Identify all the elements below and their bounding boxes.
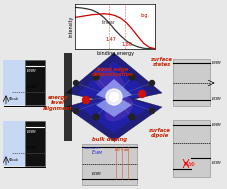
Circle shape	[128, 114, 134, 120]
Circle shape	[149, 81, 154, 85]
Text: $\Phi_{sub}$: $\Phi_{sub}$	[8, 96, 19, 103]
Bar	[82, 144, 136, 185]
Text: log.: log.	[140, 13, 149, 18]
Polygon shape	[78, 61, 149, 133]
Y-axis label: intensity: intensity	[69, 16, 74, 37]
Ellipse shape	[100, 89, 127, 105]
Polygon shape	[96, 79, 131, 117]
Text: bulk doping: bulk doping	[92, 138, 127, 143]
Bar	[172, 120, 210, 177]
Circle shape	[149, 108, 154, 114]
Circle shape	[106, 89, 121, 105]
Bar	[25, 60, 44, 105]
Text: surface
states: surface states	[151, 57, 172, 67]
Text: $E_{CBM}$: $E_{CBM}$	[25, 84, 37, 91]
Circle shape	[93, 74, 99, 80]
Circle shape	[73, 81, 78, 85]
Text: 1.47: 1.47	[105, 37, 116, 42]
Text: $E_{VBM}$: $E_{VBM}$	[211, 122, 222, 129]
Text: band edge
determination: band edge determination	[92, 67, 133, 77]
Ellipse shape	[93, 67, 124, 94]
Text: $\Delta\Phi$: $\Delta\Phi$	[186, 160, 195, 168]
Text: $E_{CBM}$: $E_{CBM}$	[25, 145, 37, 152]
Text: energy
level
alignment: energy level alignment	[43, 95, 73, 111]
Polygon shape	[66, 53, 161, 141]
Bar	[64, 53, 72, 141]
Circle shape	[138, 91, 145, 98]
Text: $O_2$ / air: $O_2$ / air	[114, 146, 130, 154]
Bar	[3, 121, 25, 166]
Bar	[25, 121, 44, 166]
Text: $E_{VBM}$: $E_{VBM}$	[25, 128, 36, 136]
Text: surface
dipole: surface dipole	[148, 128, 170, 138]
Bar	[172, 59, 210, 106]
Text: 1.80: 1.80	[121, 42, 132, 46]
Text: $\Phi_{sub}$: $\Phi_{sub}$	[8, 156, 19, 164]
Text: linear: linear	[101, 20, 115, 25]
Bar	[3, 60, 25, 105]
Circle shape	[128, 74, 134, 80]
Text: $E_{VBM}$: $E_{VBM}$	[91, 148, 104, 157]
Circle shape	[109, 92, 118, 101]
Text: $E_{CBM}$: $E_{CBM}$	[211, 160, 222, 167]
Text: vacuum: vacuum	[84, 146, 100, 150]
Text: $E_{VBM}$: $E_{VBM}$	[211, 59, 222, 67]
Circle shape	[73, 108, 78, 114]
Circle shape	[93, 114, 99, 120]
Text: $E_{CBM}$: $E_{CBM}$	[211, 96, 222, 103]
Text: $E_{CBM}$: $E_{CBM}$	[91, 170, 102, 178]
X-axis label: binding energy: binding energy	[96, 50, 133, 56]
Text: $E_{VBM}$: $E_{VBM}$	[25, 67, 36, 75]
Circle shape	[82, 97, 89, 104]
Ellipse shape	[104, 97, 133, 121]
